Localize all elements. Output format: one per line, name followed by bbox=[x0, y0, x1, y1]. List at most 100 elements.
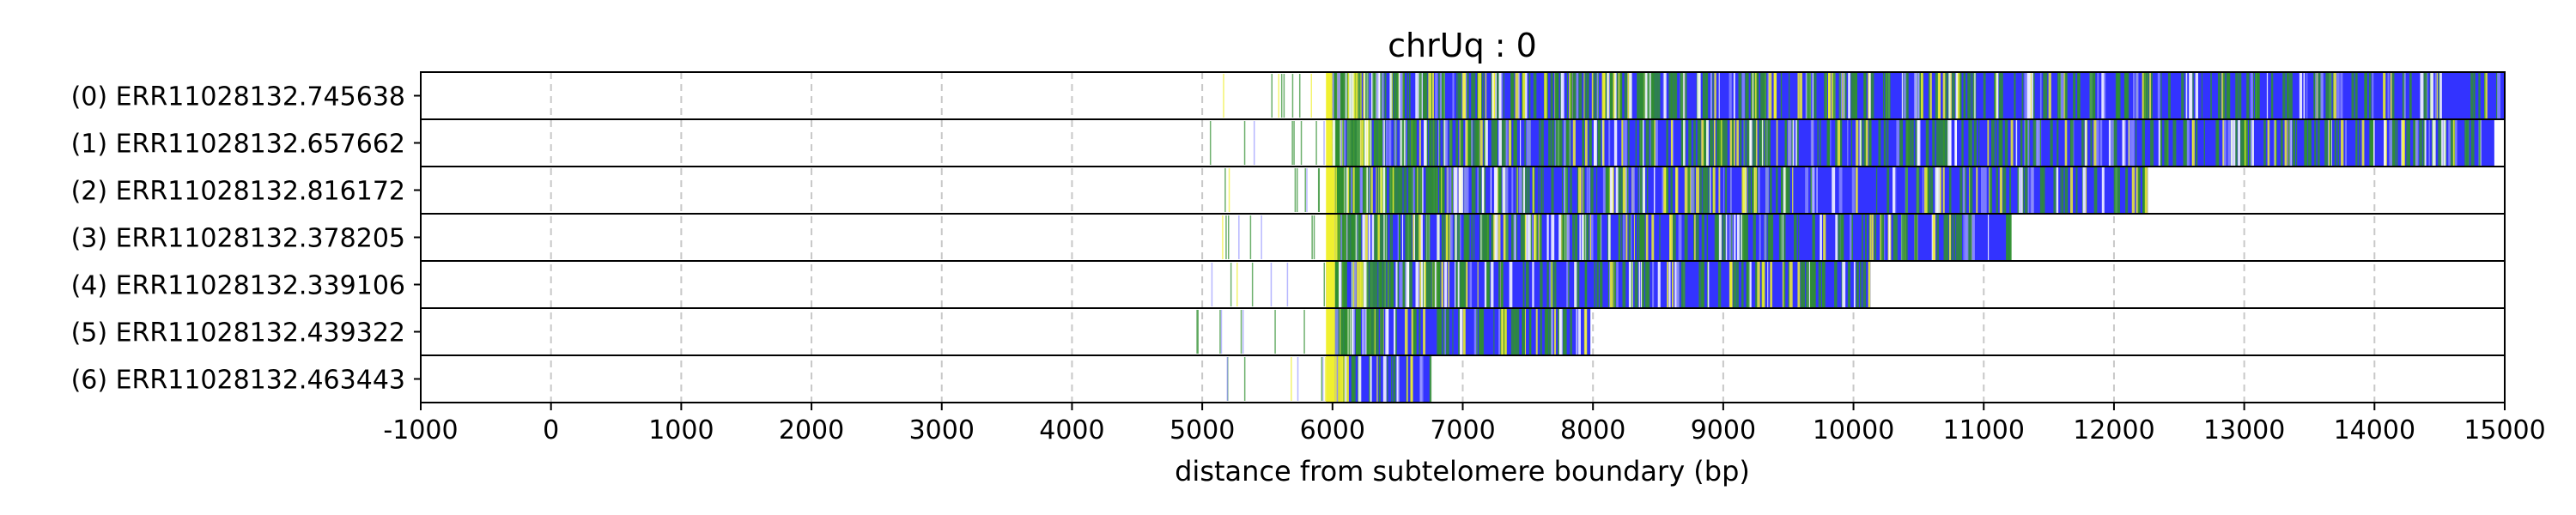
variant-stripe bbox=[1996, 73, 1999, 118]
variant-stripe bbox=[1429, 262, 1432, 307]
variant-stripe bbox=[1341, 215, 1345, 260]
row-label: (2) ERR11028132.816172 bbox=[71, 177, 405, 207]
variant-stripe bbox=[1917, 73, 1919, 118]
variant-stripe bbox=[1759, 215, 1761, 260]
variant-stripe bbox=[1668, 262, 1671, 307]
variant-stripe bbox=[1388, 120, 1392, 166]
variant-stripe bbox=[1342, 167, 1346, 213]
variant-stripe bbox=[1551, 120, 1555, 166]
variant-stripe bbox=[1776, 167, 1778, 213]
variant-stripe bbox=[1364, 309, 1368, 354]
variant-stripe bbox=[1529, 309, 1531, 354]
variant-stripe bbox=[1498, 309, 1501, 354]
variant-stripe bbox=[1714, 73, 1716, 118]
variant-stripe bbox=[1372, 262, 1375, 307]
variant-stripe bbox=[1455, 215, 1457, 260]
variant-stripe bbox=[2185, 73, 2188, 118]
variant-stripe bbox=[1500, 309, 1502, 354]
variant-stripe bbox=[1586, 215, 1588, 260]
variant-stripe bbox=[1752, 167, 1755, 213]
variant-mark bbox=[1310, 74, 1313, 118]
variant-stripe bbox=[1578, 73, 1583, 118]
row-label: (5) ERR11028132.439322 bbox=[71, 318, 405, 348]
variant-stripe bbox=[1463, 262, 1467, 307]
variant-stripe bbox=[2324, 120, 2328, 166]
variant-stripe bbox=[2233, 120, 2236, 166]
variant-stripe bbox=[1417, 167, 1419, 213]
variant-stripe bbox=[2108, 120, 2111, 166]
variant-stripe bbox=[1835, 215, 1838, 260]
variant-stripe bbox=[1411, 356, 1413, 402]
variant-stripe bbox=[1791, 120, 1793, 166]
variant-mark bbox=[1225, 215, 1227, 259]
variant-stripe bbox=[1527, 215, 1531, 260]
x-tick-label: 13000 bbox=[2203, 415, 2285, 445]
variant-stripe bbox=[2064, 120, 2068, 166]
variant-stripe bbox=[1637, 73, 1641, 118]
variant-stripe bbox=[2473, 73, 2476, 118]
variant-stripe bbox=[2484, 73, 2486, 118]
variant-stripe bbox=[2263, 120, 2266, 166]
variant-stripe bbox=[2044, 73, 2048, 118]
variant-mark bbox=[1311, 215, 1313, 259]
variant-stripe bbox=[1635, 120, 1637, 166]
telomere-block bbox=[1334, 167, 2148, 213]
variant-stripe bbox=[1338, 356, 1342, 402]
variant-stripe bbox=[1387, 262, 1390, 307]
variant-stripe bbox=[1813, 167, 1815, 213]
variant-stripe bbox=[1356, 309, 1359, 354]
variant-stripe bbox=[1685, 215, 1688, 260]
variant-stripe bbox=[1359, 167, 1363, 213]
x-tick-label: 6000 bbox=[1300, 415, 1365, 445]
variant-stripe bbox=[1555, 120, 1558, 166]
chart-title: chrUq : 0 bbox=[1388, 27, 1537, 64]
variant-stripe bbox=[1814, 73, 1817, 118]
variant-stripe bbox=[1913, 73, 1917, 118]
variant-stripe bbox=[1363, 309, 1366, 354]
variant-stripe bbox=[2407, 120, 2410, 166]
variant-stripe bbox=[1518, 73, 1520, 118]
variant-stripe bbox=[1807, 73, 1811, 118]
variant-stripe bbox=[1761, 120, 1764, 166]
variant-stripe bbox=[1457, 73, 1460, 118]
variant-stripe bbox=[1572, 215, 1575, 260]
variant-stripe bbox=[1622, 167, 1626, 213]
row-label: (4) ERR11028132.339106 bbox=[71, 271, 405, 301]
variant-stripe bbox=[1980, 167, 1984, 213]
variant-stripe bbox=[1758, 167, 1760, 213]
variant-stripe bbox=[1976, 167, 1978, 213]
variant-stripe bbox=[2027, 167, 2030, 213]
variant-stripe bbox=[2101, 167, 2105, 213]
variant-stripe bbox=[1355, 120, 1358, 166]
variant-stripe bbox=[1610, 73, 1612, 118]
variant-stripe bbox=[1479, 309, 1482, 354]
variant-stripe bbox=[2053, 167, 2057, 213]
variant-stripe bbox=[1542, 167, 1544, 213]
variant-stripe bbox=[1557, 309, 1560, 354]
variant-stripe bbox=[1901, 215, 1905, 260]
variant-stripe bbox=[1516, 309, 1520, 354]
variant-stripe bbox=[1628, 215, 1631, 260]
variant-stripe bbox=[1406, 215, 1411, 260]
variant-stripe bbox=[1579, 215, 1582, 260]
variant-stripe bbox=[1413, 167, 1415, 213]
variant-stripe bbox=[1589, 120, 1591, 166]
variant-stripe bbox=[1364, 120, 1367, 166]
variant-stripe bbox=[1350, 215, 1352, 260]
variant-stripe bbox=[1796, 120, 1799, 166]
variant-stripe bbox=[1702, 167, 1706, 213]
variant-stripe bbox=[1555, 73, 1559, 118]
variant-stripe bbox=[1780, 73, 1783, 118]
variant-stripe bbox=[2389, 120, 2393, 166]
variant-stripe bbox=[1653, 167, 1656, 213]
variant-stripe bbox=[1456, 262, 1460, 307]
read-track bbox=[1209, 120, 2494, 166]
variant-stripe bbox=[2133, 73, 2136, 118]
variant-stripe bbox=[1868, 262, 1870, 307]
variant-stripe bbox=[1482, 167, 1485, 213]
variant-stripe bbox=[1356, 167, 1358, 213]
variant-stripe bbox=[1756, 167, 1759, 213]
variant-stripe bbox=[2222, 120, 2225, 166]
variant-stripe bbox=[1670, 167, 1673, 213]
variant-stripe bbox=[1798, 215, 1800, 260]
